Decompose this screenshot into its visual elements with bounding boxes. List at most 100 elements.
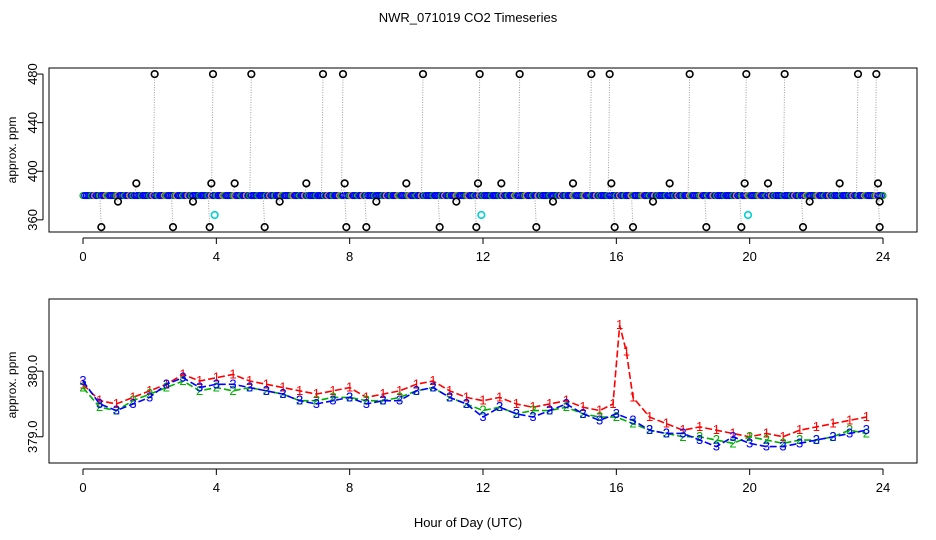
series-marker-3: 3 <box>846 425 853 440</box>
series-marker-1: 1 <box>429 373 436 388</box>
series-marker-2: 2 <box>796 432 803 447</box>
series-marker-3: 3 <box>779 439 786 454</box>
point-outliers-low <box>702 223 711 232</box>
top-y-tick-label: 400 <box>25 160 40 182</box>
top-x-axis: 0 4 8 12 16 20 24 <box>79 237 890 264</box>
point-outliers-low <box>168 223 178 232</box>
spike-connector <box>171 195 174 228</box>
series-marker-3: 3 <box>346 389 353 404</box>
series-marker-2: 2 <box>629 416 636 431</box>
series-marker-3: 3 <box>646 422 653 437</box>
point-outliers-low <box>342 223 351 232</box>
top-y-tick-label: 360 <box>25 209 40 231</box>
spike-connector <box>344 195 347 228</box>
series-line-1 <box>82 325 867 438</box>
series-marker-3: 3 <box>596 412 603 427</box>
spike-connector <box>742 183 746 196</box>
series-marker-1: 1 <box>629 389 636 404</box>
point-outliers-low <box>610 223 619 232</box>
series-marker-2: 2 <box>96 399 103 414</box>
point-outliers-near <box>875 197 884 206</box>
series-marker-3: 3 <box>196 380 203 395</box>
series-marker-3: 3 <box>329 393 336 408</box>
series-marker-3: 3 <box>663 425 670 440</box>
chart-title: NWR_071019 CO2 Timeseries <box>379 10 558 25</box>
point-outliers-mid <box>740 179 749 188</box>
spike-connector <box>341 74 344 196</box>
series-marker-3: 3 <box>546 403 553 418</box>
series-marker-1: 1 <box>146 383 153 398</box>
series-marker-2: 2 <box>129 393 136 408</box>
bottom-y-tick-label: 379.0 <box>25 420 40 453</box>
series-marker-2: 2 <box>863 425 870 440</box>
point-outliers-mid <box>340 179 349 188</box>
spike-connector <box>856 74 859 196</box>
series-marker-1: 1 <box>313 386 320 401</box>
spike-connector <box>262 195 266 228</box>
point-outliers-low <box>875 223 884 232</box>
series-marker-2: 2 <box>696 429 703 444</box>
point-outliers-mid <box>473 179 483 188</box>
spike-connector <box>571 183 574 196</box>
series-marker-3: 3 <box>96 396 103 411</box>
series-marker-3: 3 <box>746 435 753 450</box>
bottom-x-tick-label: 12 <box>476 480 490 495</box>
point-outliers-high <box>515 69 524 79</box>
series-marker-3: 3 <box>763 439 770 454</box>
point-outliers-mid <box>402 179 411 188</box>
spike-connector <box>211 74 214 196</box>
top-panel: approx. ppm 0 4 8 12 16 20 24 360 400 440 480 <box>5 63 918 264</box>
series-marker-3: 3 <box>129 396 136 411</box>
series-marker-2: 2 <box>479 403 486 418</box>
point-outliers-near <box>113 197 123 206</box>
series-marker-1: 1 <box>796 422 803 437</box>
point-outliers-near <box>452 197 461 206</box>
series-marker-1: 1 <box>329 383 336 398</box>
point-reference <box>210 210 219 220</box>
point-outliers-low <box>628 223 638 232</box>
series-marker-2: 2 <box>229 383 236 398</box>
series-marker-2: 2 <box>363 393 370 408</box>
series-marker-1: 1 <box>196 373 203 388</box>
point-outliers-low <box>205 223 214 232</box>
series-marker-1: 1 <box>546 396 553 411</box>
point-outliers-high <box>318 69 328 79</box>
point-outliers-low <box>532 223 541 232</box>
point-outliers-near <box>275 197 284 206</box>
bottom-plot-frame <box>48 298 918 464</box>
spike-connector <box>364 195 367 228</box>
top-x-tick-label: 0 <box>79 249 86 264</box>
point-outliers-mid <box>230 179 239 188</box>
spike-connector <box>99 195 102 228</box>
series-marker-3: 3 <box>479 409 486 424</box>
series-marker-3: 3 <box>429 380 436 395</box>
bottom-y-axis: 379.0 380.0 <box>25 355 44 453</box>
point-outliers-mid <box>873 179 883 188</box>
point-outliers-mid <box>835 179 844 188</box>
point-outliers-high <box>872 69 881 79</box>
series-marker-2: 2 <box>846 422 853 437</box>
series-marker-3: 3 <box>113 403 120 418</box>
top-x-tick-label: 16 <box>609 249 623 264</box>
bottom-x-tick-label: 24 <box>876 480 890 495</box>
top-x-tick-label: 8 <box>346 249 353 264</box>
series-marker-1: 1 <box>379 386 386 401</box>
series-marker-2: 2 <box>613 409 620 424</box>
series-marker-1: 1 <box>679 422 686 437</box>
point-outliers-high <box>853 69 863 79</box>
series-marker-3: 3 <box>829 429 836 444</box>
spike-connector <box>209 183 212 196</box>
spike-connector <box>534 195 537 228</box>
spike-connector <box>232 183 236 196</box>
point-outliers-high <box>418 69 428 79</box>
series-marker-1: 1 <box>763 425 770 440</box>
series-marker-1: 1 <box>713 422 720 437</box>
baseline-band <box>79 191 887 200</box>
spike-connector <box>782 74 786 196</box>
series-marker-1: 1 <box>229 366 236 381</box>
point-outliers-near <box>648 197 658 206</box>
series-marker-1: 1 <box>79 376 86 391</box>
series-marker-3: 3 <box>313 396 320 411</box>
